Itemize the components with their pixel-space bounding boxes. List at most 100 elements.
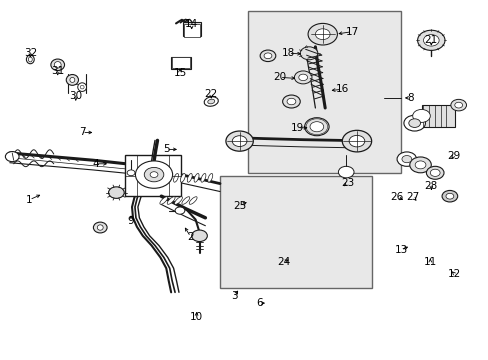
Circle shape [429,169,439,176]
Ellipse shape [187,174,192,182]
Circle shape [264,53,271,59]
Text: 32: 32 [23,48,37,58]
Circle shape [409,157,430,173]
Text: 18: 18 [281,48,295,58]
Circle shape [307,23,337,45]
Circle shape [445,193,453,199]
Circle shape [282,95,300,108]
Text: 24: 24 [276,257,290,267]
Ellipse shape [160,197,167,204]
Circle shape [412,109,429,122]
Text: 15: 15 [173,68,186,78]
Circle shape [450,99,466,111]
Circle shape [309,122,323,132]
Bar [172,57,189,68]
Circle shape [5,152,19,162]
Circle shape [441,190,457,202]
Ellipse shape [51,59,64,71]
Text: 20: 20 [273,72,285,82]
Ellipse shape [201,174,205,182]
Circle shape [144,167,163,182]
Ellipse shape [207,99,214,104]
Circle shape [135,161,172,188]
Text: 16: 16 [335,84,348,94]
Circle shape [191,230,207,242]
Bar [183,24,200,37]
Text: 10: 10 [190,312,203,322]
Ellipse shape [204,97,218,106]
Text: 12: 12 [447,269,461,279]
Text: 1: 1 [26,195,33,205]
Text: 27: 27 [406,192,419,202]
Ellipse shape [54,62,61,68]
Circle shape [396,152,416,166]
Ellipse shape [26,55,34,64]
Ellipse shape [194,174,199,182]
Circle shape [426,166,443,179]
Text: 19: 19 [290,123,304,133]
Text: 22: 22 [204,89,218,99]
Text: 25: 25 [232,201,246,211]
Circle shape [408,119,420,127]
Ellipse shape [167,197,175,204]
Circle shape [225,131,253,151]
Circle shape [298,74,307,81]
Ellipse shape [28,57,32,62]
Ellipse shape [173,174,178,182]
Text: 26: 26 [389,192,403,202]
Ellipse shape [66,75,78,85]
Text: 21: 21 [424,35,437,45]
Ellipse shape [207,174,212,182]
Ellipse shape [80,85,84,89]
Circle shape [342,130,371,152]
Text: 13: 13 [393,245,407,255]
Circle shape [338,166,353,178]
Circle shape [286,98,295,105]
Circle shape [294,71,311,84]
Bar [183,22,201,36]
Ellipse shape [174,197,182,204]
Text: 4: 4 [92,159,99,169]
Ellipse shape [78,83,86,91]
Text: 14: 14 [184,19,198,30]
Text: 8: 8 [407,93,413,103]
Bar [248,11,400,173]
Circle shape [300,47,317,60]
Circle shape [108,187,124,198]
Bar [124,155,181,196]
Circle shape [423,35,438,46]
Ellipse shape [180,174,185,182]
Bar [220,176,371,288]
Ellipse shape [70,77,75,82]
Circle shape [315,29,329,40]
Text: 7: 7 [79,127,85,138]
Text: 30: 30 [69,91,82,102]
Circle shape [417,30,444,50]
Bar [421,105,454,127]
Text: 11: 11 [423,257,436,267]
Text: 28: 28 [424,181,437,192]
Circle shape [150,172,158,177]
Text: 2: 2 [187,232,194,242]
Circle shape [454,102,462,108]
Text: 23: 23 [341,178,354,188]
Text: 5: 5 [163,144,169,154]
Bar [171,57,190,69]
Ellipse shape [182,197,189,204]
Circle shape [175,207,184,214]
Circle shape [127,170,135,176]
Circle shape [403,115,425,131]
Text: 17: 17 [345,27,358,37]
Ellipse shape [93,222,107,233]
Circle shape [232,136,246,147]
Circle shape [348,135,364,147]
Text: 6: 6 [255,298,262,308]
Circle shape [260,50,275,62]
Ellipse shape [97,225,103,230]
Ellipse shape [189,197,197,204]
Text: 3: 3 [231,291,238,301]
Text: 31: 31 [51,66,64,76]
Circle shape [304,118,328,136]
Circle shape [414,161,425,169]
Text: 9: 9 [127,216,134,226]
